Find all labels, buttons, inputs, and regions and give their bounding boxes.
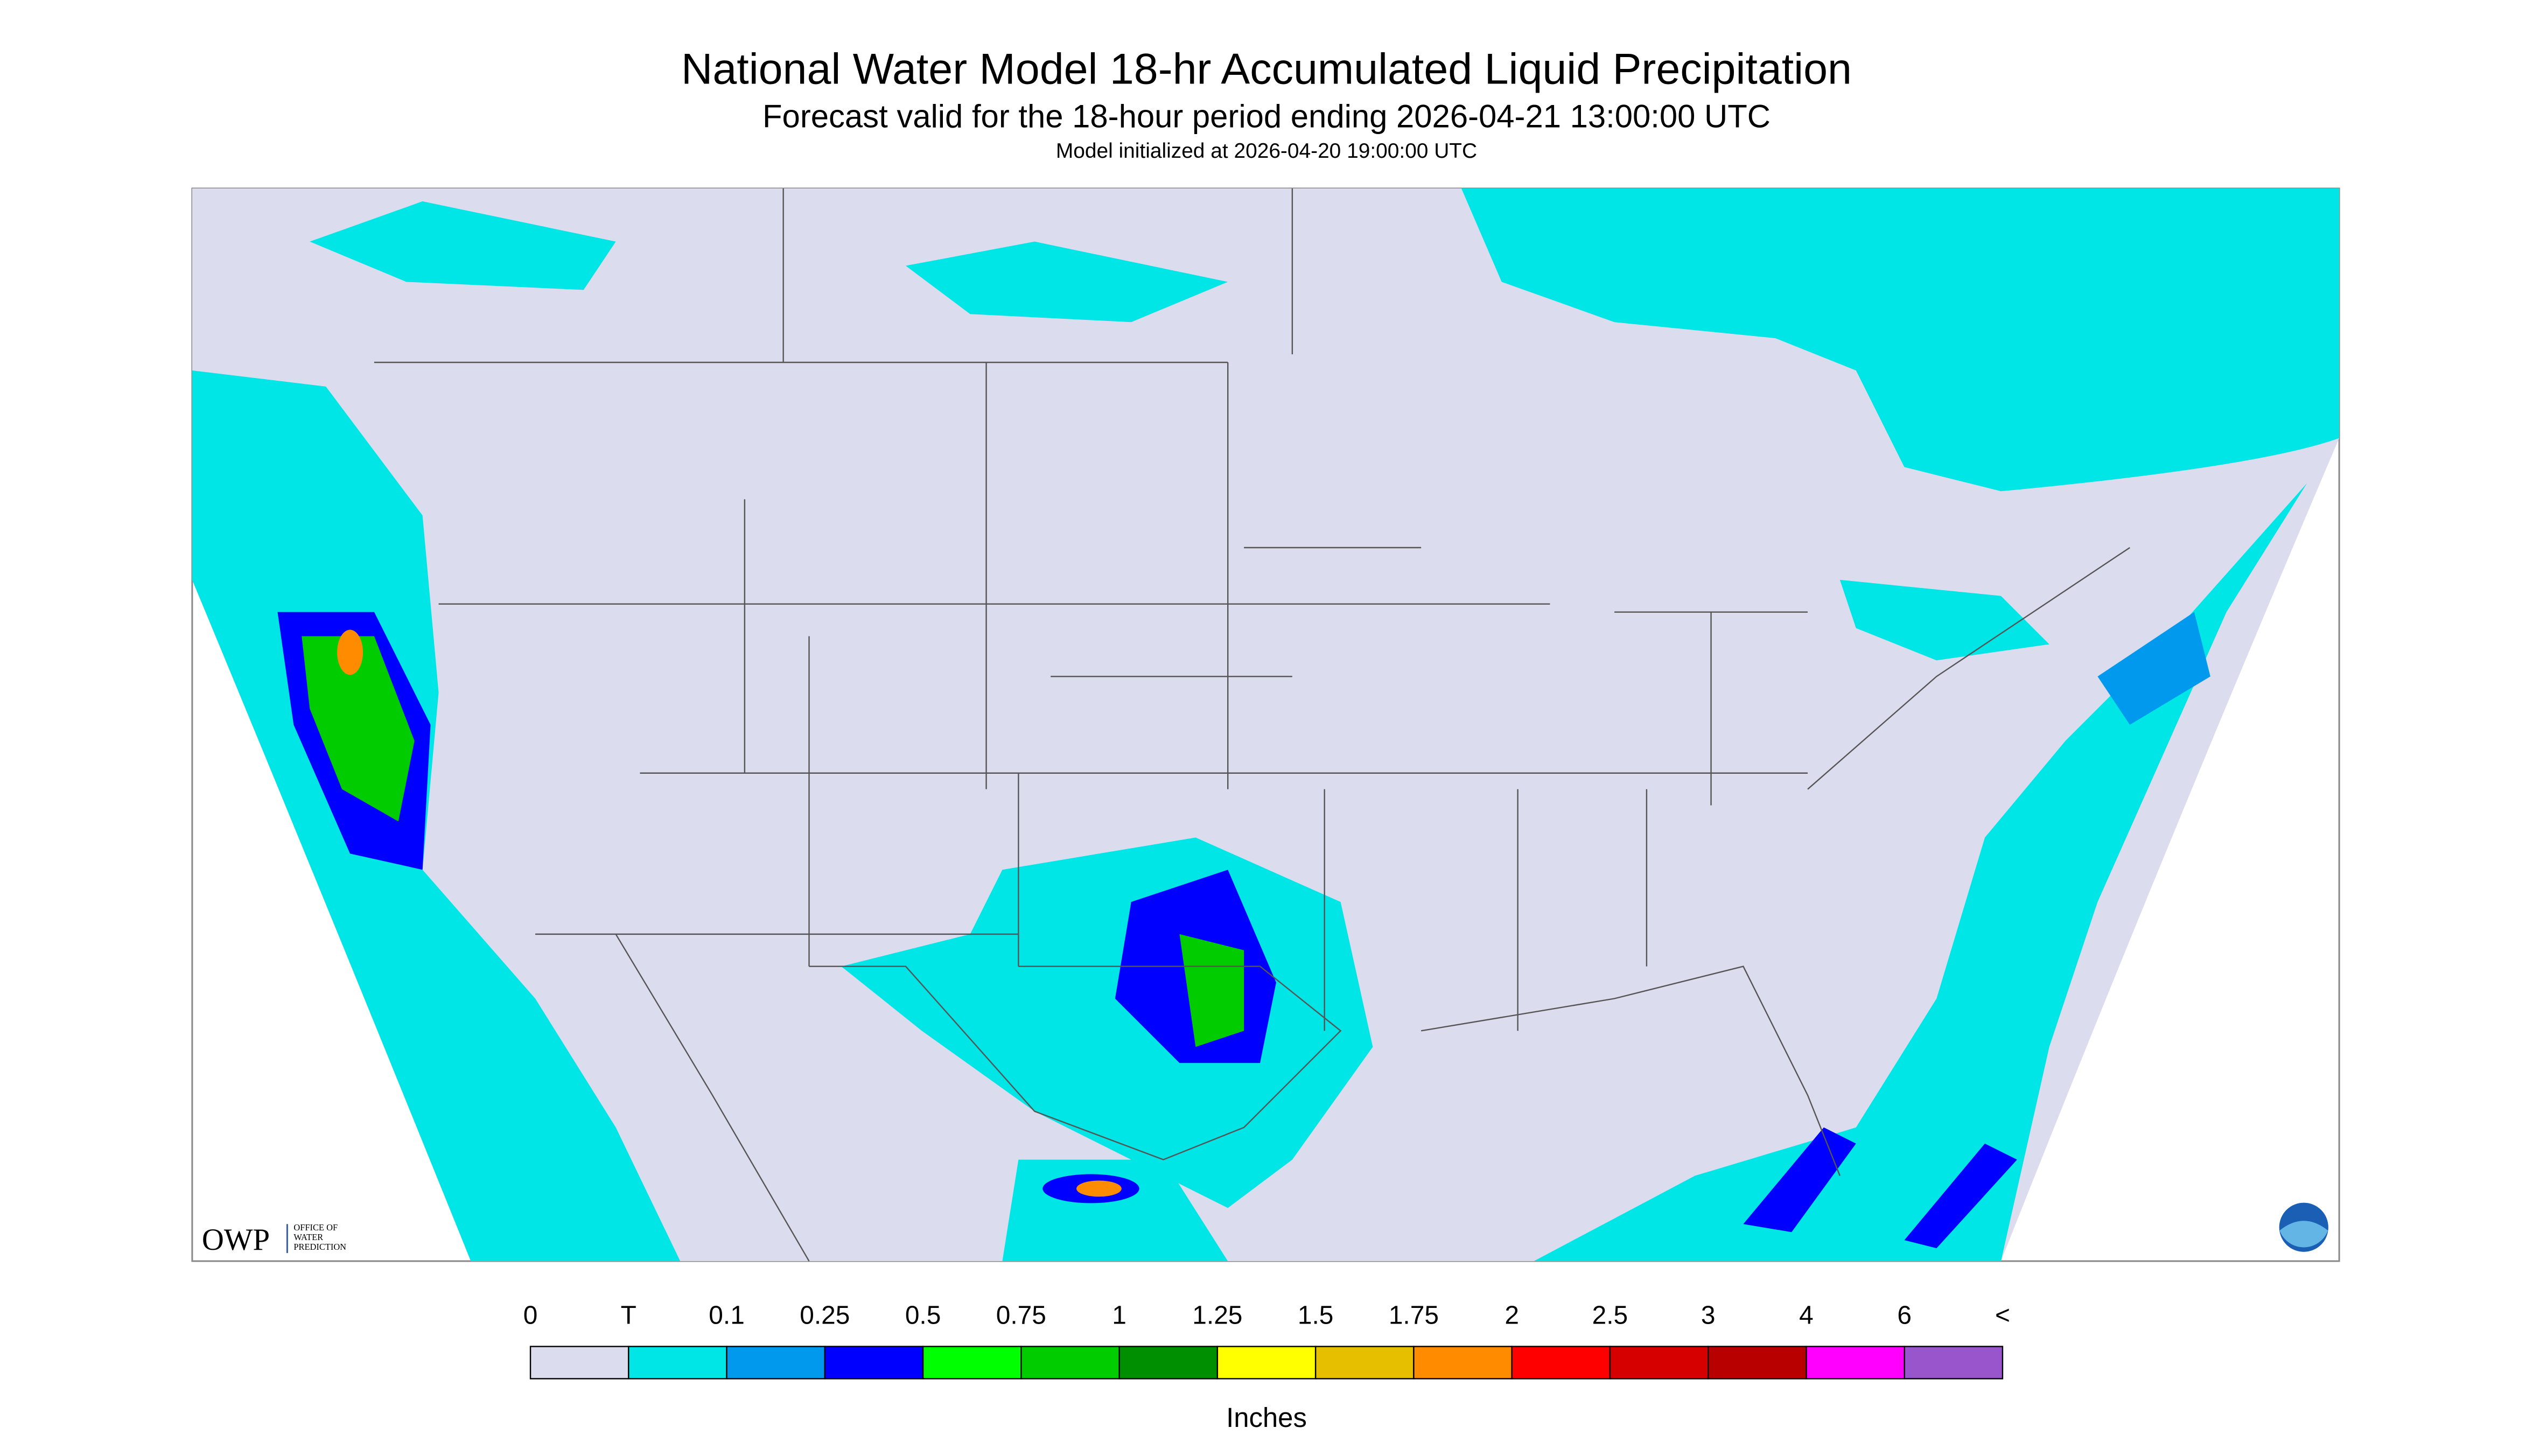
- legend-label: 1.5: [1298, 1301, 1334, 1330]
- domain: [192, 188, 2340, 1262]
- legend-swatch: [1707, 1346, 1807, 1380]
- legend-label: 0.5: [905, 1301, 941, 1330]
- logo-line: WATER: [293, 1232, 323, 1242]
- legend-label: <: [1995, 1301, 2010, 1330]
- legend-label: 0.1: [709, 1301, 745, 1330]
- legend-label: 0.75: [996, 1301, 1046, 1330]
- state-borders: [374, 188, 2130, 1262]
- precip-areas: [192, 188, 2340, 1262]
- map: [191, 187, 2340, 1262]
- legend-swatch: [1904, 1346, 2004, 1380]
- legend: 0 T 0.1 0.25 0.5 0.75 1 1.25 1.5 1.75 2 2.5 3 4 6 <: [523, 1301, 2010, 1380]
- legend-swatch: [1609, 1346, 1709, 1380]
- legend-label: 1.75: [1389, 1301, 1439, 1330]
- logo-name: OWP: [202, 1223, 270, 1257]
- legend-swatch: [529, 1346, 629, 1380]
- subtitle: Forecast valid for the 18-hour period en…: [762, 98, 1771, 134]
- legend-swatch: [726, 1346, 826, 1380]
- init-note: Model initialized at 2026-04-20 19:00:00…: [1056, 139, 1477, 163]
- legend-swatch: [1020, 1346, 1120, 1380]
- owp-logo: OWP OFFICE OF WATER PREDICTION: [202, 1222, 346, 1257]
- legend-swatch: [1118, 1346, 1219, 1380]
- legend-label: 0.25: [800, 1301, 850, 1330]
- legend-unit: Inches: [1226, 1402, 1307, 1433]
- legend-swatch: [922, 1346, 1022, 1380]
- legend-swatch: [628, 1346, 727, 1380]
- logo-line: OFFICE OF: [293, 1222, 338, 1233]
- noaa-logo: [2277, 1200, 2331, 1255]
- legend-label: T: [621, 1301, 636, 1330]
- legend-swatch: [1806, 1346, 1905, 1380]
- legend-swatch: [1511, 1346, 1611, 1380]
- title: National Water Model 18-hr Accumulated L…: [681, 45, 1852, 94]
- legend-label: 1.25: [1192, 1301, 1242, 1330]
- legend-swatch: [1413, 1346, 1513, 1380]
- legend-label: 2: [1505, 1301, 1519, 1330]
- logo-line: PREDICTION: [293, 1242, 346, 1252]
- legend-label: 2.5: [1592, 1301, 1628, 1330]
- legend-label: 3: [1701, 1301, 1716, 1330]
- legend-swatch: [1216, 1346, 1317, 1380]
- legend-label: 4: [1799, 1301, 1814, 1330]
- legend-swatch: [1314, 1346, 1415, 1380]
- legend-label: 0: [523, 1301, 538, 1330]
- legend-label: 1: [1112, 1301, 1126, 1330]
- legend-swatch: [824, 1346, 924, 1380]
- legend-label: 6: [1897, 1301, 1912, 1330]
